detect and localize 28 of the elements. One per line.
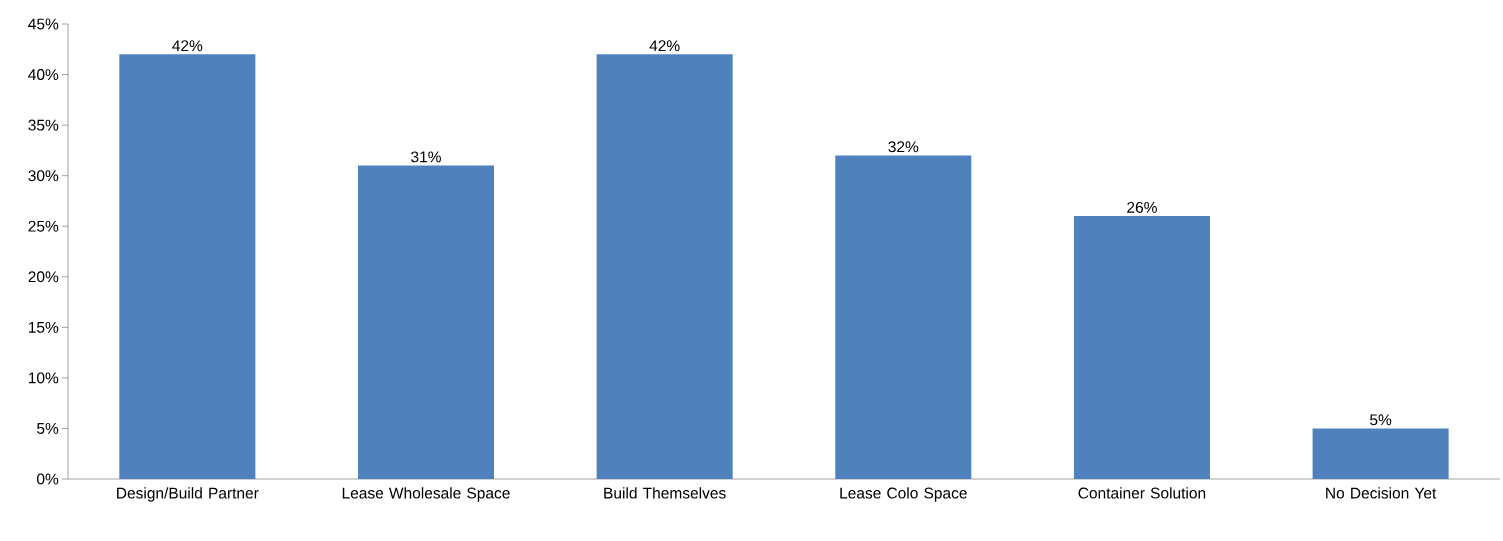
- x-tick-label: No Decision Yet: [1326, 487, 1437, 499]
- data-label: 26%: [1127, 201, 1157, 213]
- y-tick-label: 25%: [28, 220, 59, 232]
- x-tick-label: Container Solution: [1078, 487, 1206, 499]
- data-label: 5%: [1370, 414, 1392, 426]
- y-tick-label: 30%: [28, 170, 59, 182]
- data-label: 42%: [649, 40, 680, 52]
- y-tick-label: 40%: [28, 69, 59, 81]
- y-tick-label: 5%: [37, 423, 59, 434]
- x-tick-label: Build Themselves: [604, 487, 726, 499]
- bar: [1312, 428, 1449, 479]
- x-tick-label: Lease Colo Space: [840, 487, 967, 502]
- data-label: 42%: [172, 40, 203, 52]
- bar: [1073, 216, 1210, 479]
- data-label: 32%: [888, 141, 919, 153]
- y-tick-label: 20%: [28, 271, 59, 283]
- bar: [596, 54, 733, 479]
- y-tick-label: 35%: [28, 119, 59, 131]
- bar: [835, 155, 972, 479]
- bar: [119, 54, 256, 479]
- x-tick-label: Design/Build Partner: [117, 487, 259, 502]
- x-tick-label: Lease Wholesale Space: [342, 487, 510, 502]
- y-tick-label: 10%: [28, 372, 59, 384]
- y-tick-label: 45%: [28, 18, 59, 30]
- y-tick-label: 0%: [37, 473, 59, 485]
- bar: [357, 165, 494, 479]
- y-tick-label: 15%: [28, 321, 59, 333]
- data-label: 31%: [411, 151, 441, 163]
